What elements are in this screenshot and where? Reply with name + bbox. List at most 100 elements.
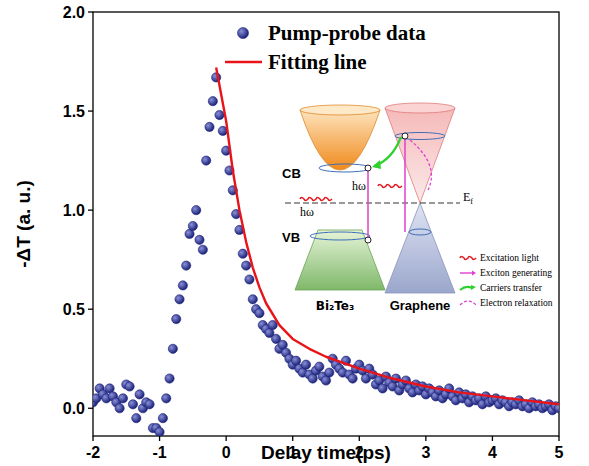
transfer-arrow [374,137,401,166]
data-point [192,206,201,215]
data-point [128,400,137,409]
data-point [178,281,187,290]
inset-diagram: CB VB Ef hω hω Bi₂Te₃ Graphene [282,103,473,313]
data-point [215,110,224,119]
fit-line [216,67,559,404]
data-point [301,360,310,369]
y-tick-label: 0.0 [63,400,85,417]
x-tick [159,436,160,441]
data-point [172,315,181,324]
legend-swatch [238,28,249,39]
electron [365,165,371,171]
graphene-level [395,133,445,140]
y-tick [88,110,93,111]
x-tick [425,436,426,441]
band-label: CB [282,166,301,181]
legend-label: Pump-probe data [268,21,426,45]
fermi-level [285,203,460,204]
x-axis-title: Delay time(ps) [261,442,391,463]
inset-key-label: Exciton generating [480,268,552,278]
data-point [202,156,211,165]
graphene-lower-cone [385,203,455,293]
data-point [145,400,154,409]
data-point [135,390,144,399]
data-point [242,261,251,270]
x-tick-label: -2 [86,444,100,461]
y-tick-label: 1.0 [63,202,85,219]
y-tick [88,11,93,12]
legend-swatch [225,61,262,63]
plot-area [93,67,559,436]
data-point [168,344,177,353]
y-tick-label: 2.0 [63,4,85,21]
x-tick [292,436,293,441]
data-point [245,275,254,284]
data-point [315,362,324,371]
x-tick [92,436,93,441]
vb-level [310,232,370,240]
data-point [325,368,334,377]
material-label: Graphene [390,298,451,313]
data-point [255,309,264,318]
graphene-level [409,229,431,235]
band-label: VB [282,230,300,245]
data-point [155,427,164,436]
y-tick [88,209,93,210]
data-point [125,382,134,391]
plot-frame [93,12,559,436]
cb-top [300,105,380,115]
x-tick [225,436,226,441]
data-point [208,97,217,106]
x-tick-label: 3 [421,444,430,461]
y-tick [88,408,93,409]
data-point [162,394,171,403]
x-tick-label: 0 [222,444,231,461]
data-point [132,414,141,423]
electron [402,133,408,139]
y-tick-label: 0.5 [63,301,85,318]
x-tick-label: 5 [555,444,564,461]
inset-key-label: Carriers transfer [480,283,543,293]
data-point [165,374,174,383]
y-tick-label: 1.5 [63,103,85,120]
vb-band [295,230,385,290]
x-tick-label: -1 [152,444,166,461]
cb-level [319,164,371,172]
excitation-wave [378,185,402,188]
hole [365,237,371,243]
exciton-arrow [404,138,406,232]
data-point [188,221,197,230]
data-point [118,394,127,403]
transfer-arrowhead [372,160,381,169]
exciton-arrow [367,170,369,240]
key-swatch [460,301,476,305]
y-tick [88,309,93,310]
graphene-upper-cone [385,108,455,203]
key-swatch [460,287,472,290]
x-tick [558,436,559,441]
data-point [198,245,207,254]
data-point [158,414,167,423]
chart: -2-10123450.00.51.01.52.0Delay time(ps)-… [0,0,589,466]
data-point [182,261,191,270]
key-swatch [472,271,476,276]
inset-key-label: Electron relaxation [480,298,553,308]
fermi-label: Ef [463,190,473,206]
excitation-wave [460,257,476,260]
x-tick-label: 4 [488,444,497,461]
data-point [348,374,357,383]
legend-label: Fitting line [268,50,367,74]
material-label: Bi₂Te₃ [316,299,355,313]
inset-key-label: Excitation light [480,253,539,263]
data-point [268,320,277,329]
photon-label: hω [352,179,366,193]
data-point [115,404,124,413]
data-point [205,122,214,131]
x-tick [492,436,493,441]
y-axis-title: -ΔT (a. u.) [13,180,34,268]
graphene-top [385,103,455,113]
key-swatch [471,285,476,290]
inset-key: Excitation light Exciton generating Carrie… [460,253,553,308]
photon-label: hω [300,205,314,219]
data-point [238,249,247,258]
